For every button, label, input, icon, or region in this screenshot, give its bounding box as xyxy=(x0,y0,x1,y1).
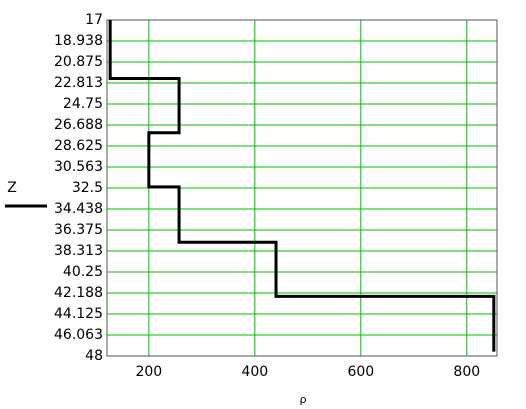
x-tick-label: 400 xyxy=(241,364,268,380)
y-tick-label: 20.875 xyxy=(54,54,103,70)
x-tick-label: 800 xyxy=(453,364,480,380)
data-line xyxy=(108,20,496,352)
y-tick-label: 17 xyxy=(85,12,103,28)
y-tick-label: 32.5 xyxy=(72,180,103,196)
x-tick-label: 600 xyxy=(347,364,374,380)
y-tick-label: 38.313 xyxy=(54,243,103,259)
y-tick-label: 26.688 xyxy=(54,117,103,133)
y-tick-label: 30.563 xyxy=(54,159,103,175)
y-tick-label: 46.063 xyxy=(54,327,103,343)
y-tick-label: 22.813 xyxy=(54,75,103,91)
plot-frame xyxy=(106,19,498,357)
y-tick-label: 44.125 xyxy=(54,306,103,322)
y-tick-label: 24.75 xyxy=(63,96,103,112)
x-tick-label: 200 xyxy=(135,364,162,380)
x-axis-label: ρ xyxy=(300,393,307,406)
y-tick-label: 42.188 xyxy=(54,285,103,301)
y-axis-label: Z xyxy=(7,180,17,196)
y-tick-label: 36.375 xyxy=(54,222,103,238)
y-tick-label: 18.938 xyxy=(54,33,103,49)
y-tick-label: 34.438 xyxy=(54,201,103,217)
y-tick-label: 48 xyxy=(85,348,103,364)
y-tick-label: 40.25 xyxy=(63,264,103,280)
y-tick-label: 28.625 xyxy=(54,138,103,154)
